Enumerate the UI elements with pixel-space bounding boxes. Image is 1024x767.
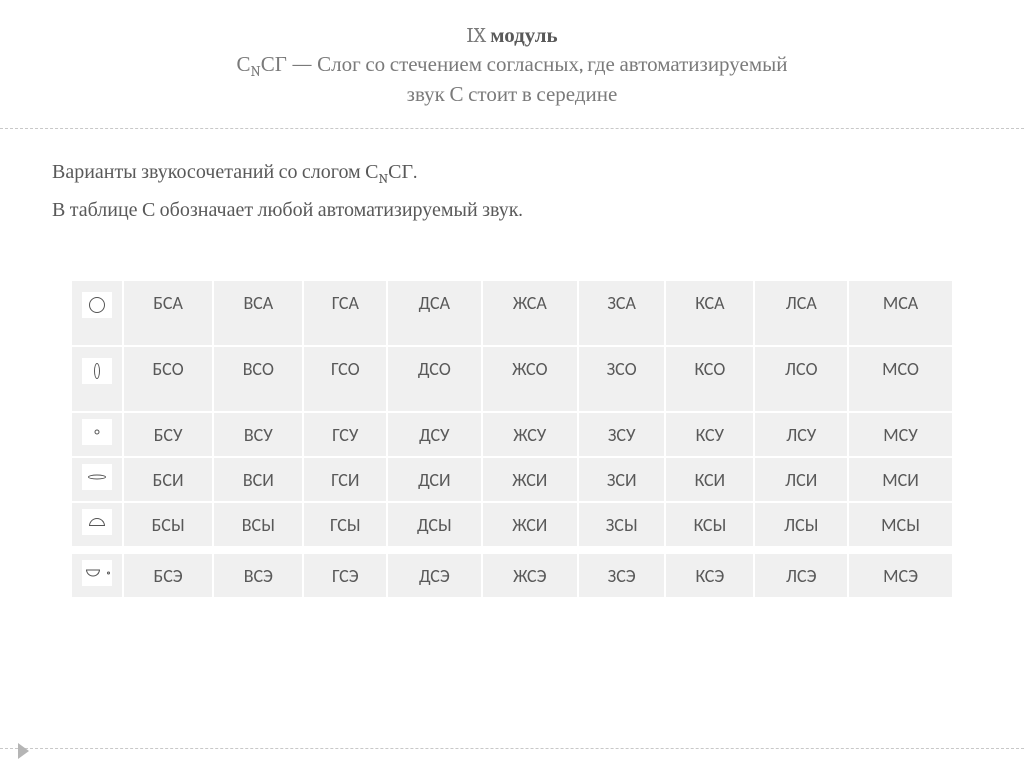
syllable-cell: МСО bbox=[848, 346, 953, 412]
body-l1-post: СГ. bbox=[388, 160, 417, 183]
syllable-cell: БСЭ bbox=[123, 553, 213, 598]
syllable-cell: КСО bbox=[665, 346, 754, 412]
syllable-cell: ГСУ bbox=[303, 412, 387, 457]
syllable-cell: ДСИ bbox=[387, 457, 481, 502]
table-row: БСЭВСЭГСЭДСЭЖСЭЗСЭКСЭЛСЭМСЭ bbox=[71, 553, 953, 598]
footer bbox=[0, 748, 1024, 749]
syllable-cell: КСЭ bbox=[665, 553, 754, 598]
syllable-cell: ДСО bbox=[387, 346, 481, 412]
table-row: БСОВСОГСОДСОЖСОЗСОКСОЛСОМСО bbox=[71, 346, 953, 412]
syllable-cell: КСЫ bbox=[665, 502, 754, 547]
syllable-cell: ВСО bbox=[213, 346, 303, 412]
module-line: IX модуль bbox=[0, 22, 1024, 51]
body-line-2: В таблице С обозначает любой автоматизир… bbox=[52, 191, 972, 229]
syllable-cell: КСИ bbox=[665, 457, 754, 502]
syllable-cell: ЖСА bbox=[482, 280, 579, 346]
header-l2-post: СГ — Слог со стечением согласных, где ав… bbox=[261, 53, 788, 77]
syllable-cell: ЖСИ bbox=[482, 502, 579, 547]
syllable-cell: КСУ bbox=[665, 412, 754, 457]
syllable-cell: ЗСУ bbox=[578, 412, 665, 457]
syllable-cell: ЛСИ bbox=[754, 457, 848, 502]
syllable-table: БСАВСАГСАДСАЖСАЗСАКСАЛСАМСАБСОВСОГСОДСОЖ… bbox=[70, 279, 954, 599]
syllable-cell: ЛСУ bbox=[754, 412, 848, 457]
syllable-cell: МСИ bbox=[848, 457, 953, 502]
syllable-cell: ВСЭ bbox=[213, 553, 303, 598]
mouth-shape-icon bbox=[71, 346, 123, 412]
syllable-cell: ЗСА bbox=[578, 280, 665, 346]
header-line-2: СNСГ — Слог со стечением согласных, где … bbox=[0, 51, 1024, 80]
syllable-cell: ГСА bbox=[303, 280, 387, 346]
body-l1-sub: N bbox=[378, 170, 388, 187]
syllable-cell: ГСИ bbox=[303, 457, 387, 502]
syllable-cell: ДСЫ bbox=[387, 502, 481, 547]
mouth-shape-icon bbox=[71, 412, 123, 457]
table-row: БСЫВСЫГСЫДСЫЖСИЗСЫКСЫЛСЫМСЫ bbox=[71, 502, 953, 547]
body-line-1: Варианты звукосочетаний со слогом СNСГ. bbox=[52, 153, 972, 191]
syllable-cell: ЛСЭ bbox=[754, 553, 848, 598]
syllable-cell: ДСЭ bbox=[387, 553, 481, 598]
header-line-3: звук С стоит в середине bbox=[0, 81, 1024, 110]
syllable-cell: ГСО bbox=[303, 346, 387, 412]
syllable-cell: ЛСА bbox=[754, 280, 848, 346]
body-text: Варианты звукосочетаний со слогом СNСГ. … bbox=[0, 129, 1024, 229]
module-word: модуль bbox=[490, 24, 557, 48]
syllable-cell: ВСЫ bbox=[213, 502, 303, 547]
module-prefix: IX bbox=[466, 24, 490, 48]
mouth-shape-icon bbox=[71, 553, 123, 598]
syllable-cell: ЗСИ bbox=[578, 457, 665, 502]
syllable-cell: ВСУ bbox=[213, 412, 303, 457]
syllable-cell: ДСУ bbox=[387, 412, 481, 457]
syllable-cell: МСУ bbox=[848, 412, 953, 457]
slide-header: IX модуль СNСГ — Слог со стечением согла… bbox=[0, 0, 1024, 128]
syllable-cell: МСА bbox=[848, 280, 953, 346]
syllable-cell: БСО bbox=[123, 346, 213, 412]
syllable-cell: БСУ bbox=[123, 412, 213, 457]
syllable-cell: ДСА bbox=[387, 280, 481, 346]
syllable-table-wrap: БСАВСАГСАДСАЖСАЗСАКСАЛСАМСАБСОВСОГСОДСОЖ… bbox=[0, 229, 1024, 599]
syllable-cell: ВСА bbox=[213, 280, 303, 346]
divider-bottom bbox=[0, 748, 1024, 749]
syllable-cell: МСЭ bbox=[848, 553, 953, 598]
body-l1-pre: Варианты звукосочетаний со слогом С bbox=[52, 160, 378, 183]
syllable-cell: ГСЭ bbox=[303, 553, 387, 598]
header-l2-pre: С bbox=[237, 53, 251, 77]
syllable-cell: КСА bbox=[665, 280, 754, 346]
table-row: БСИВСИГСИДСИЖСИЗСИКСИЛСИМСИ bbox=[71, 457, 953, 502]
syllable-cell: ЛСЫ bbox=[754, 502, 848, 547]
syllable-cell: ГСЫ bbox=[303, 502, 387, 547]
syllable-cell: ЖСУ bbox=[482, 412, 579, 457]
table-row: БСУВСУГСУДСУЖСУЗСУКСУЛСУМСУ bbox=[71, 412, 953, 457]
navigation-arrow-icon bbox=[18, 743, 29, 759]
syllable-cell: ЖСИ bbox=[482, 457, 579, 502]
syllable-cell: ЖСО bbox=[482, 346, 579, 412]
syllable-cell: ЗСО bbox=[578, 346, 665, 412]
mouth-shape-icon bbox=[71, 457, 123, 502]
mouth-shape-icon bbox=[71, 502, 123, 547]
syllable-cell: БСА bbox=[123, 280, 213, 346]
syllable-cell: ЗСЭ bbox=[578, 553, 665, 598]
syllable-cell: БСИ bbox=[123, 457, 213, 502]
syllable-cell: ЖСЭ bbox=[482, 553, 579, 598]
mouth-shape-icon bbox=[71, 280, 123, 346]
syllable-cell: ЗСЫ bbox=[578, 502, 665, 547]
header-l2-sub: N bbox=[251, 64, 261, 81]
syllable-cell: БСЫ bbox=[123, 502, 213, 547]
syllable-cell: ВСИ bbox=[213, 457, 303, 502]
syllable-cell: МСЫ bbox=[848, 502, 953, 547]
syllable-cell: ЛСО bbox=[754, 346, 848, 412]
table-row: БСАВСАГСАДСАЖСАЗСАКСАЛСАМСА bbox=[71, 280, 953, 346]
